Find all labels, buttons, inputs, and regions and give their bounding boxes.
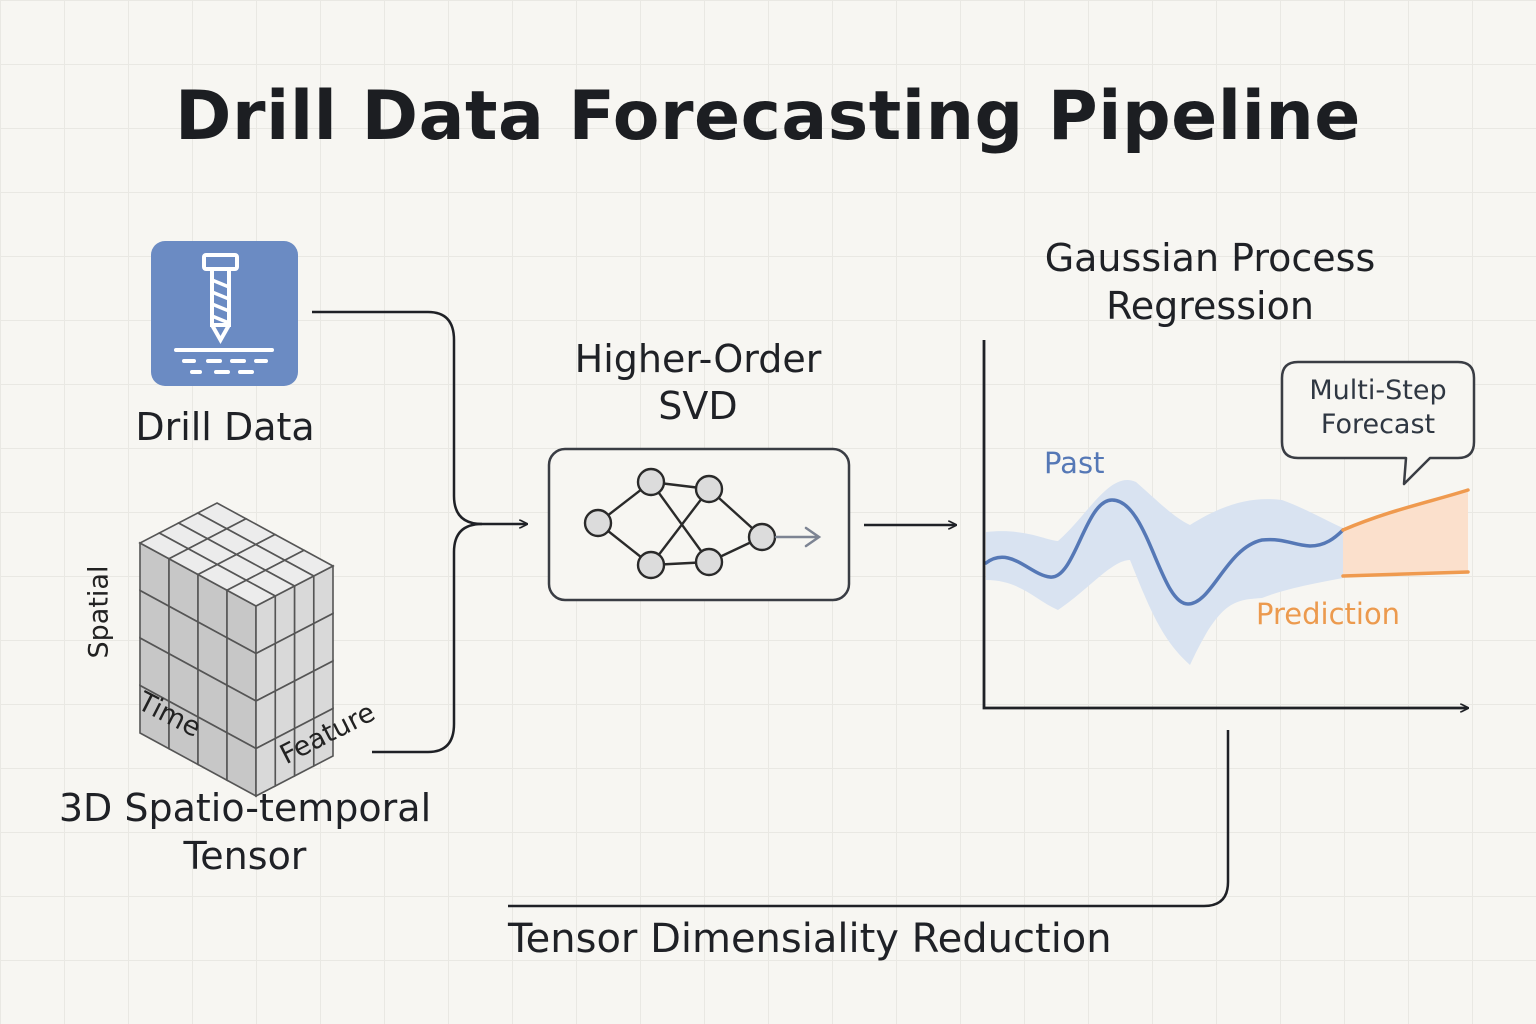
- tensor-label-line1: 3D Spatio-temporal: [58, 786, 432, 830]
- prediction-series-label: Prediction: [1256, 597, 1401, 631]
- forecast-callout-bubble: [1280, 360, 1476, 486]
- gpr-plot: [982, 340, 1470, 708]
- hosvd-box: [547, 447, 851, 602]
- prediction-lower-line: [1341, 570, 1470, 578]
- hosvd-label-line1: Higher-Order: [574, 337, 822, 381]
- drill-icon: [151, 241, 298, 386]
- drill-data-label: Drill Data: [135, 405, 315, 449]
- gpr-title-line1: Gaussian Process: [1044, 236, 1376, 280]
- past-uncertainty-band: [986, 480, 1343, 665]
- drill-data-connector: [312, 310, 527, 524]
- page-title: Drill Data Forecasting Pipeline: [175, 77, 1361, 156]
- plot-axes: [982, 340, 1468, 708]
- gpr-title-line2: Regression: [1106, 284, 1314, 328]
- bottom-label: Tensor Dimensiality Reduction: [508, 916, 1112, 962]
- hosvd-label-line2: SVD: [658, 384, 738, 428]
- feedback-connector: [508, 730, 1230, 908]
- tensor-connector: [372, 522, 483, 754]
- past-series-line: [984, 498, 1345, 606]
- tensor-cube-icon: [138, 502, 335, 798]
- network-output-arrow: [774, 526, 822, 548]
- tensor-cell: [255, 737, 277, 798]
- prediction-upper-line: [1341, 488, 1470, 532]
- past-series-label: Past: [1044, 446, 1105, 480]
- prediction-band: [1343, 490, 1468, 576]
- callout-line1: Multi-Step: [1309, 375, 1447, 406]
- tensor-label-line2: Tensor: [183, 834, 307, 878]
- callout-line2: Forecast: [1320, 409, 1436, 440]
- tensor-cell: [225, 579, 277, 607]
- network-icon: [583, 467, 777, 580]
